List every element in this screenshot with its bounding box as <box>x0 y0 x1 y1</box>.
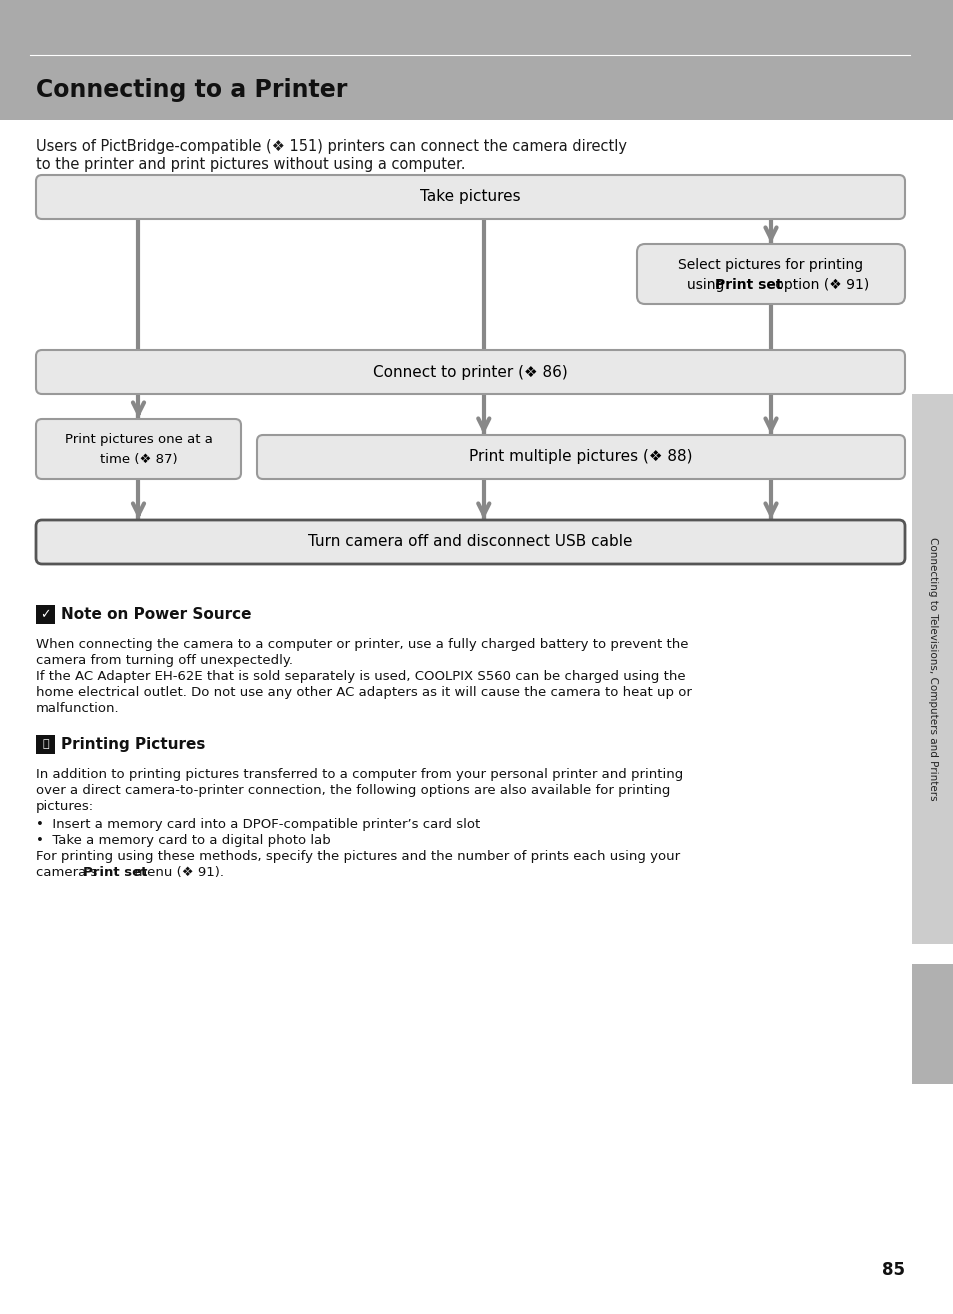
Bar <box>911 394 953 943</box>
Text: Connecting to a Printer: Connecting to a Printer <box>36 78 347 102</box>
Bar <box>911 964 953 1084</box>
Bar <box>36 604 55 624</box>
Text: Select pictures for printing: Select pictures for printing <box>678 258 862 272</box>
Text: In addition to printing pictures transferred to a computer from your personal pr: In addition to printing pictures transfe… <box>36 767 682 781</box>
FancyBboxPatch shape <box>256 435 904 480</box>
Text: Print multiple pictures (❖ 88): Print multiple pictures (❖ 88) <box>469 449 692 465</box>
Text: camera’s: camera’s <box>36 866 101 879</box>
Bar <box>36 735 55 754</box>
FancyBboxPatch shape <box>36 419 241 480</box>
Text: Users of PictBridge-compatible (❖ 151) printers can connect the camera directly: Users of PictBridge-compatible (❖ 151) p… <box>36 139 626 154</box>
Bar <box>0 0 953 120</box>
Text: For printing using these methods, specify the pictures and the number of prints : For printing using these methods, specif… <box>36 850 679 863</box>
FancyBboxPatch shape <box>36 175 904 219</box>
Text: 85: 85 <box>882 1261 904 1279</box>
Text: menu (❖ 91).: menu (❖ 91). <box>130 866 224 879</box>
Text: pictures:: pictures: <box>36 800 94 813</box>
Text: Print set: Print set <box>714 279 781 292</box>
Text: camera from turning off unexpectedly.: camera from turning off unexpectedly. <box>36 654 293 668</box>
Text: ⌕: ⌕ <box>42 740 49 749</box>
Text: Print pictures one at a: Print pictures one at a <box>65 432 213 445</box>
Text: Connecting to Televisions, Computers and Printers: Connecting to Televisions, Computers and… <box>927 537 937 800</box>
Text: option (❖ 91): option (❖ 91) <box>770 279 868 292</box>
Text: Printing Pictures: Printing Pictures <box>61 737 205 752</box>
Text: •  Take a memory card to a digital photo lab: • Take a memory card to a digital photo … <box>36 834 331 848</box>
Text: time (❖ 87): time (❖ 87) <box>99 453 177 466</box>
Text: using: using <box>686 279 728 292</box>
FancyBboxPatch shape <box>36 350 904 394</box>
Text: Connect to printer (❖ 86): Connect to printer (❖ 86) <box>373 364 567 380</box>
Text: Take pictures: Take pictures <box>419 189 520 205</box>
Text: malfunction.: malfunction. <box>36 702 119 715</box>
Text: If the AC Adapter EH-62E that is sold separately is used, COOLPIX S560 can be ch: If the AC Adapter EH-62E that is sold se… <box>36 670 685 683</box>
Text: Turn camera off and disconnect USB cable: Turn camera off and disconnect USB cable <box>308 535 632 549</box>
Text: When connecting the camera to a computer or printer, use a fully charged battery: When connecting the camera to a computer… <box>36 639 688 650</box>
FancyBboxPatch shape <box>637 244 904 304</box>
Text: ✓: ✓ <box>40 608 51 622</box>
FancyBboxPatch shape <box>36 520 904 564</box>
Text: Note on Power Source: Note on Power Source <box>61 607 252 622</box>
Text: home electrical outlet. Do not use any other AC adapters as it will cause the ca: home electrical outlet. Do not use any o… <box>36 686 691 699</box>
Text: to the printer and print pictures without using a computer.: to the printer and print pictures withou… <box>36 156 465 172</box>
Text: Print set: Print set <box>83 866 147 879</box>
Text: •  Insert a memory card into a DPOF-compatible printer’s card slot: • Insert a memory card into a DPOF-compa… <box>36 819 479 830</box>
Text: over a direct camera-to-printer connection, the following options are also avail: over a direct camera-to-printer connecti… <box>36 784 670 798</box>
